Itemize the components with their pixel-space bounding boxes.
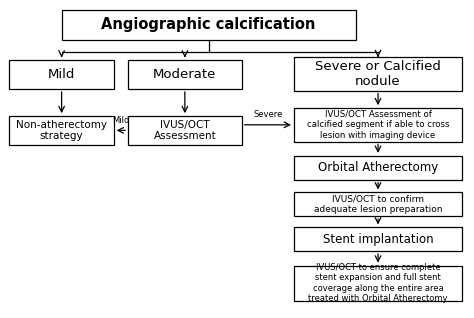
Text: Angiographic calcification: Angiographic calcification [101, 17, 316, 32]
FancyBboxPatch shape [294, 108, 462, 142]
Text: Moderate: Moderate [153, 68, 217, 81]
Text: Mild: Mild [112, 116, 129, 125]
FancyBboxPatch shape [294, 192, 462, 216]
Text: Severe or Calcified
nodule: Severe or Calcified nodule [315, 60, 441, 88]
FancyBboxPatch shape [294, 266, 462, 301]
Text: IVUS/OCT Assessment of
calcified segment if able to cross
lesion with imaging de: IVUS/OCT Assessment of calcified segment… [307, 110, 449, 140]
FancyBboxPatch shape [128, 60, 242, 89]
FancyBboxPatch shape [294, 57, 462, 91]
Text: IVUS/OCT to ensure complete
stent expansion and full stent
coverage along the en: IVUS/OCT to ensure complete stent expans… [308, 263, 448, 303]
Text: Non-atherectomy
strategy: Non-atherectomy strategy [16, 120, 107, 141]
FancyBboxPatch shape [9, 116, 114, 145]
FancyBboxPatch shape [9, 60, 114, 89]
Text: Severe: Severe [253, 110, 283, 119]
Text: Mild: Mild [48, 68, 75, 81]
FancyBboxPatch shape [294, 227, 462, 251]
Text: IVUS/OCT
Assessment: IVUS/OCT Assessment [154, 120, 216, 141]
Text: IVUS/OCT to confirm
adequate lesion preparation: IVUS/OCT to confirm adequate lesion prep… [314, 195, 442, 214]
FancyBboxPatch shape [294, 156, 462, 180]
Text: Orbital Atherectomy: Orbital Atherectomy [318, 161, 438, 174]
FancyBboxPatch shape [62, 10, 356, 40]
Text: Stent implantation: Stent implantation [323, 233, 433, 246]
FancyBboxPatch shape [128, 116, 242, 145]
